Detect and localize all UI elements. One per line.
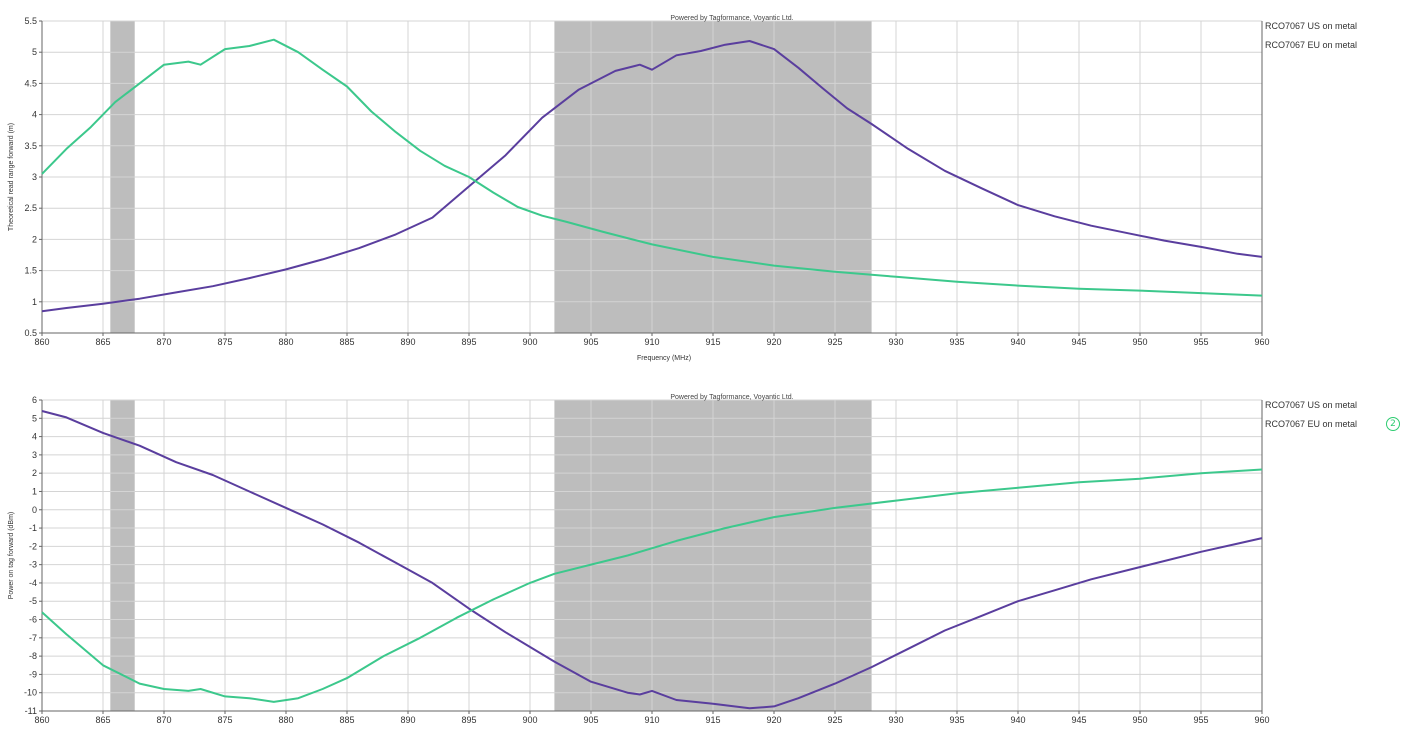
chart2-x-tick-label: 940 xyxy=(1010,715,1025,725)
chart2-y-tick-label: 1 xyxy=(32,486,37,496)
chart2-x-tick-label: 875 xyxy=(217,715,232,725)
chart2-x-tick-label: 950 xyxy=(1132,715,1147,725)
chart2-y-tick-label: 4 xyxy=(32,432,37,442)
chart1-x-tick-label: 860 xyxy=(34,337,49,347)
chart1-x-tick-label: 910 xyxy=(644,337,659,347)
chart2-y-tick-label: -11 xyxy=(25,706,37,716)
chart1-x-tick-label: 955 xyxy=(1193,337,1208,347)
chart2-x-tick-label: 880 xyxy=(278,715,293,725)
chart1-x-tick-label: 885 xyxy=(339,337,354,347)
chart2-y-tick-label: -8 xyxy=(29,651,37,661)
chart2-x-tick-label: 925 xyxy=(827,715,842,725)
chart1-y-tick-label: 2.5 xyxy=(24,203,37,213)
chart2-title: Powered by Tagformance, Voyantic Ltd. xyxy=(670,394,793,401)
chart1-y-tick-label: 4 xyxy=(32,110,37,120)
chart2-y-tick-label: 2 xyxy=(32,468,37,478)
chart2-x-tick-label: 860 xyxy=(34,715,49,725)
circled-number-marker: 2 xyxy=(1386,417,1400,431)
chart1-title: Powered by Tagformance, Voyantic Ltd. xyxy=(670,15,793,22)
chart2-x-tick-label: 905 xyxy=(583,715,598,725)
chart2-series-line-us xyxy=(41,410,1263,710)
chart1-x-tick-label: 960 xyxy=(1254,337,1269,347)
chart1-x-tick-label: 930 xyxy=(888,337,903,347)
chart2-y-tick-label: -9 xyxy=(29,669,37,679)
chart2-band-1 xyxy=(110,400,135,711)
chart2-x-tick-label: 945 xyxy=(1071,715,1086,725)
chart2-y-axis-label: Power on tag forward (dBm) xyxy=(8,512,15,600)
chart2-x-tick-label: 870 xyxy=(156,715,171,725)
chart2-y-tick-label: 6 xyxy=(32,395,37,405)
chart2-x-tick-label: 920 xyxy=(766,715,781,725)
chart1-y-axis-label: Theoretical read range forward (m) xyxy=(8,123,15,231)
chart2-y-tick-label: 3 xyxy=(32,450,37,460)
chart2-y-tick-label: 5 xyxy=(32,413,37,423)
chart2-legend-entry-eu: RCO7067 EU on metal xyxy=(1265,419,1357,429)
chart1-x-tick-label: 870 xyxy=(156,337,171,347)
chart2-x-tick-label: 895 xyxy=(461,715,476,725)
chart2-y-tick-label: 0 xyxy=(32,505,37,515)
chart2-x-tick-label: 930 xyxy=(888,715,903,725)
chart1-y-tick-label: 1 xyxy=(32,297,37,307)
chart1-series-line-eu xyxy=(41,38,1263,297)
chart2-y-tick-label: -1 xyxy=(29,523,37,533)
chart1-x-tick-label: 945 xyxy=(1071,337,1086,347)
chart1-y-tick-label: 1.5 xyxy=(24,266,37,276)
chart2-x-tick-label: 890 xyxy=(400,715,415,725)
chart1-x-tick-label: 915 xyxy=(705,337,720,347)
chart1-x-tick-label: 865 xyxy=(95,337,110,347)
chart1-x-tick-label: 900 xyxy=(522,337,537,347)
chart2-x-tick-label: 955 xyxy=(1193,715,1208,725)
chart2-y-tick-label: -5 xyxy=(29,596,37,606)
chart1-y-tick-label: 3 xyxy=(32,172,37,182)
chart2-y-tick-label: -10 xyxy=(24,688,37,698)
chart1-x-tick-label: 935 xyxy=(949,337,964,347)
chart2-x-tick-label: 935 xyxy=(949,715,964,725)
chart2-x-tick-label: 960 xyxy=(1254,715,1269,725)
chart1-y-tick-label: 2 xyxy=(32,234,37,244)
chart1-y-tick-label: 3.5 xyxy=(24,141,37,151)
chart1-x-tick-label: 895 xyxy=(461,337,476,347)
chart1-y-tick-label: 4.5 xyxy=(24,78,37,88)
chart2-x-tick-label: 885 xyxy=(339,715,354,725)
chart1-x-tick-label: 920 xyxy=(766,337,781,347)
chart1-x-tick-label: 875 xyxy=(217,337,232,347)
chart1-x-tick-label: 880 xyxy=(278,337,293,347)
chart2-y-tick-label: -3 xyxy=(29,560,37,570)
chart1-x-axis-label: Frequency (MHz) xyxy=(637,355,691,362)
chart1-x-tick-label: 940 xyxy=(1010,337,1025,347)
chart1-y-tick-label: 0.5 xyxy=(24,328,37,338)
chart2-y-tick-label: -2 xyxy=(29,541,37,551)
chart1-x-tick-label: 890 xyxy=(400,337,415,347)
chart1-y-tick-label: 5.5 xyxy=(24,16,37,26)
chart2-y-tick-label: -4 xyxy=(29,578,37,588)
chart1-x-tick-label: 925 xyxy=(827,337,842,347)
chart1-y-tick-label: 5 xyxy=(32,47,37,57)
chart1-x-tick-label: 950 xyxy=(1132,337,1147,347)
chart1-legend-entry-eu: RCO7067 EU on metal xyxy=(1265,40,1357,50)
chart2-y-tick-label: -6 xyxy=(29,615,37,625)
chart2-x-tick-label: 865 xyxy=(95,715,110,725)
chart2-series-line-eu xyxy=(41,468,1263,703)
chart2-legend-entry-us: RCO7067 US on metal xyxy=(1265,400,1357,410)
chart1-legend-entry-us: RCO7067 US on metal xyxy=(1265,21,1357,31)
chart1-x-tick-label: 905 xyxy=(583,337,598,347)
chart2-x-tick-label: 915 xyxy=(705,715,720,725)
chart1-series-line-us xyxy=(41,40,1263,313)
chart2-y-tick-label: -7 xyxy=(29,633,37,643)
chart2-x-tick-label: 900 xyxy=(522,715,537,725)
chart2-x-tick-label: 910 xyxy=(644,715,659,725)
